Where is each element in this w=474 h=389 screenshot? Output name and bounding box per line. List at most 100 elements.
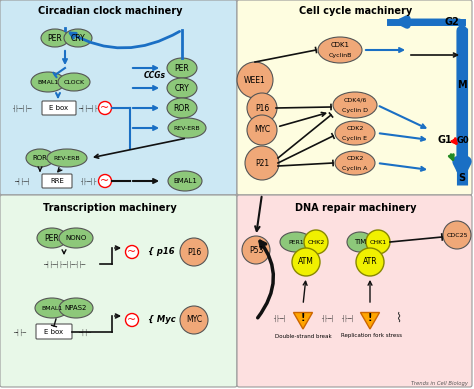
- Circle shape: [292, 248, 320, 276]
- Ellipse shape: [167, 58, 197, 78]
- Ellipse shape: [167, 78, 197, 98]
- Circle shape: [247, 115, 277, 145]
- Text: ┤├─┤├: ┤├─┤├: [80, 177, 96, 184]
- Circle shape: [99, 102, 111, 114]
- Ellipse shape: [280, 232, 312, 252]
- Text: CRY: CRY: [174, 84, 190, 93]
- Text: Transcription machinery: Transcription machinery: [43, 203, 177, 213]
- Text: CHK2: CHK2: [307, 240, 325, 245]
- Ellipse shape: [59, 228, 93, 248]
- Text: Double-strand break: Double-strand break: [274, 333, 331, 338]
- FancyBboxPatch shape: [237, 195, 472, 387]
- Text: CHK1: CHK1: [369, 240, 387, 245]
- Text: ─┤├─: ─┤├─: [79, 328, 91, 336]
- Text: ─┤├─: ─┤├─: [13, 328, 27, 336]
- Text: ─┤├─┤: ─┤├─┤: [14, 177, 30, 184]
- Text: ┤├─┤: ┤├─┤: [321, 314, 335, 322]
- Text: NONO: NONO: [65, 235, 87, 241]
- Text: ~: ~: [100, 176, 109, 186]
- Ellipse shape: [41, 29, 69, 47]
- Text: P21: P21: [255, 158, 269, 168]
- Text: PER: PER: [47, 33, 63, 42]
- Text: { Myc: { Myc: [148, 315, 176, 324]
- Text: M: M: [457, 80, 467, 90]
- Ellipse shape: [318, 37, 362, 63]
- Text: RRE: RRE: [50, 178, 64, 184]
- Text: CLOCK: CLOCK: [64, 79, 84, 84]
- Text: E box: E box: [49, 105, 69, 111]
- Ellipse shape: [168, 118, 206, 138]
- Text: Cell cycle machinery: Cell cycle machinery: [300, 6, 413, 16]
- Circle shape: [245, 146, 279, 180]
- Text: PER1: PER1: [288, 240, 304, 245]
- Text: G2: G2: [445, 17, 459, 27]
- Ellipse shape: [335, 151, 375, 175]
- Text: G1: G1: [438, 135, 452, 145]
- Circle shape: [180, 306, 208, 334]
- Ellipse shape: [333, 92, 377, 118]
- Circle shape: [304, 230, 328, 254]
- Ellipse shape: [347, 232, 373, 252]
- Text: E box: E box: [45, 329, 64, 335]
- Text: DNA repair machinery: DNA repair machinery: [295, 203, 417, 213]
- Text: BMAL1: BMAL1: [41, 305, 63, 310]
- Text: BMAL1: BMAL1: [173, 178, 197, 184]
- Ellipse shape: [168, 171, 202, 191]
- Circle shape: [247, 93, 277, 123]
- Circle shape: [356, 248, 384, 276]
- Text: ROR: ROR: [173, 103, 191, 112]
- FancyBboxPatch shape: [36, 324, 72, 339]
- Text: Cyclin D: Cyclin D: [342, 107, 368, 112]
- Ellipse shape: [335, 121, 375, 145]
- Text: P16: P16: [255, 103, 269, 112]
- Circle shape: [180, 238, 208, 266]
- Ellipse shape: [59, 298, 93, 318]
- Text: CDK1: CDK1: [330, 42, 349, 48]
- Text: Replication fork stress: Replication fork stress: [341, 333, 402, 338]
- Circle shape: [443, 221, 471, 249]
- Text: ┤├─┤: ┤├─┤: [341, 314, 355, 322]
- Text: P16: P16: [187, 247, 201, 256]
- Text: ATR: ATR: [363, 258, 377, 266]
- Text: ─┤├─┤├: ─┤├─┤├: [78, 104, 98, 112]
- Text: CDK2: CDK2: [346, 126, 364, 130]
- Text: MYC: MYC: [186, 315, 202, 324]
- Text: ~: ~: [128, 247, 137, 257]
- Text: ~: ~: [100, 103, 109, 113]
- Circle shape: [126, 245, 138, 259]
- Text: NPAS2: NPAS2: [65, 305, 87, 311]
- Text: Cyclin A: Cyclin A: [342, 165, 368, 170]
- Text: PER: PER: [45, 233, 59, 242]
- Text: S: S: [458, 173, 465, 183]
- Ellipse shape: [64, 29, 92, 47]
- Text: PER: PER: [174, 63, 190, 72]
- Text: CRY: CRY: [71, 33, 85, 42]
- Text: ROR: ROR: [33, 155, 47, 161]
- FancyBboxPatch shape: [0, 195, 237, 387]
- Circle shape: [99, 175, 111, 187]
- Text: ┤├─┤: ┤├─┤: [273, 314, 286, 322]
- Text: CDK4/6: CDK4/6: [343, 98, 367, 102]
- Circle shape: [242, 236, 270, 264]
- Text: TIM: TIM: [354, 239, 366, 245]
- Ellipse shape: [58, 73, 90, 91]
- Text: CyclinB: CyclinB: [328, 53, 352, 58]
- Ellipse shape: [31, 72, 65, 92]
- FancyBboxPatch shape: [42, 101, 76, 115]
- Text: ─┤├─┤├─┤├─┤├─: ─┤├─┤├─┤├─┤├─: [43, 261, 85, 268]
- Text: G0: G0: [456, 135, 469, 144]
- FancyBboxPatch shape: [42, 174, 72, 188]
- Text: ~: ~: [128, 315, 137, 325]
- Text: CDC25: CDC25: [446, 233, 468, 238]
- Circle shape: [237, 62, 273, 98]
- Text: CDK2: CDK2: [346, 156, 364, 161]
- FancyBboxPatch shape: [0, 0, 237, 195]
- Text: MYC: MYC: [254, 126, 270, 135]
- Text: !: !: [301, 313, 305, 323]
- Text: CCGs: CCGs: [144, 70, 166, 79]
- Text: { p16: { p16: [148, 247, 174, 256]
- Text: WEE1: WEE1: [244, 75, 266, 84]
- FancyBboxPatch shape: [237, 0, 472, 195]
- Text: Circadian clock machinery: Circadian clock machinery: [38, 6, 182, 16]
- Text: REV-ERB: REV-ERB: [173, 126, 201, 130]
